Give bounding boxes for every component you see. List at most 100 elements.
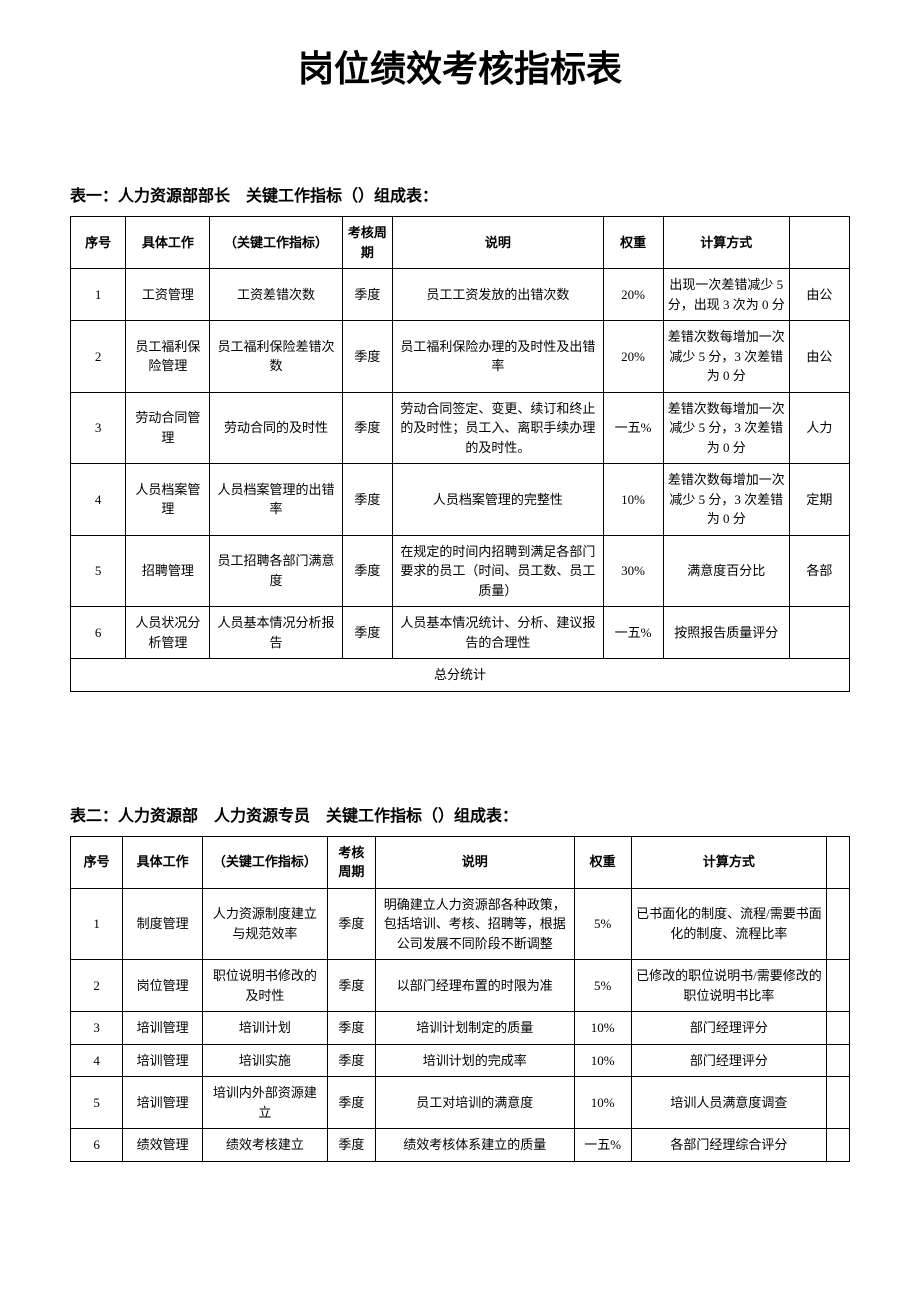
cell-calc: 各部门经理综合评分 bbox=[631, 1129, 827, 1162]
cell-extra: 由公 bbox=[789, 269, 849, 321]
cell-seq: 3 bbox=[71, 392, 126, 464]
table1: 序号 具体工作 （关键工作指标） 考核周期 说明 权重 计算方式 1 工资管理 … bbox=[70, 216, 850, 692]
cell-seq: 1 bbox=[71, 269, 126, 321]
cell-calc: 部门经理评分 bbox=[631, 1044, 827, 1077]
cell-work: 培训管理 bbox=[123, 1077, 203, 1129]
cell-weight: 一五% bbox=[603, 607, 663, 659]
cell-period: 季度 bbox=[342, 464, 392, 536]
col-header-work: 具体工作 bbox=[126, 217, 210, 269]
col-header-extra bbox=[827, 836, 850, 888]
cell-extra bbox=[827, 960, 850, 1012]
table1-header-row: 序号 具体工作 （关键工作指标） 考核周期 说明 权重 计算方式 bbox=[71, 217, 850, 269]
cell-seq: 6 bbox=[71, 607, 126, 659]
cell-seq: 5 bbox=[71, 1077, 123, 1129]
cell-kpi: 绩效考核建立 bbox=[202, 1129, 327, 1162]
table-row: 1 工资管理 工资差错次数 季度 员工工资发放的出错次数 20% 出现一次差错减… bbox=[71, 269, 850, 321]
cell-seq: 1 bbox=[71, 888, 123, 960]
table1-heading: 表一：人力资源部部长 关键工作指标（）组成表： bbox=[70, 182, 850, 206]
cell-extra bbox=[827, 1012, 850, 1045]
col-header-extra bbox=[789, 217, 849, 269]
cell-work: 制度管理 bbox=[123, 888, 203, 960]
table-row: 6 绩效管理 绩效考核建立 季度 绩效考核体系建立的质量 一五% 各部门经理综合… bbox=[71, 1129, 850, 1162]
cell-seq: 5 bbox=[71, 535, 126, 607]
cell-calc: 满意度百分比 bbox=[663, 535, 789, 607]
cell-desc: 培训计划制定的质量 bbox=[375, 1012, 574, 1045]
cell-kpi: 员工招聘各部门满意度 bbox=[210, 535, 342, 607]
table-row: 5 招聘管理 员工招聘各部门满意度 季度 在规定的时间内招聘到满足各部门要求的员… bbox=[71, 535, 850, 607]
cell-seq: 2 bbox=[71, 321, 126, 393]
col-header-weight: 权重 bbox=[603, 217, 663, 269]
col-header-period: 考核周期 bbox=[342, 217, 392, 269]
cell-kpi: 员工福利保险差错次数 bbox=[210, 321, 342, 393]
cell-extra: 人力 bbox=[789, 392, 849, 464]
table2-header-row: 序号 具体工作 （关键工作指标） 考核周期 说明 权重 计算方式 bbox=[71, 836, 850, 888]
cell-calc: 差错次数每增加一次减少 5 分，3 次差错为 0 分 bbox=[663, 392, 789, 464]
cell-seq: 3 bbox=[71, 1012, 123, 1045]
cell-extra bbox=[827, 1077, 850, 1129]
cell-calc: 已修改的职位说明书/需要修改的职位说明书比率 bbox=[631, 960, 827, 1012]
cell-kpi: 培训内外部资源建立 bbox=[202, 1077, 327, 1129]
cell-weight: 一五% bbox=[603, 392, 663, 464]
table-row: 1 制度管理 人力资源制度建立与规范效率 季度 明确建立人力资源部各种政策，包括… bbox=[71, 888, 850, 960]
cell-desc: 劳动合同签定、变更、续订和终止的及时性；员工入、离职手续办理的及时性。 bbox=[393, 392, 603, 464]
col-header-work: 具体工作 bbox=[123, 836, 203, 888]
cell-calc: 出现一次差错减少 5 分，出现 3 次为 0 分 bbox=[663, 269, 789, 321]
cell-kpi: 人员基本情况分析报告 bbox=[210, 607, 342, 659]
cell-desc: 员工工资发放的出错次数 bbox=[393, 269, 603, 321]
col-header-desc: 说明 bbox=[393, 217, 603, 269]
table-row: 5 培训管理 培训内外部资源建立 季度 员工对培训的满意度 10% 培训人员满意… bbox=[71, 1077, 850, 1129]
col-header-period: 考核周期 bbox=[327, 836, 375, 888]
cell-extra bbox=[827, 1129, 850, 1162]
table-row: 4 人员档案管理 人员档案管理的出错率 季度 人员档案管理的完整性 10% 差错… bbox=[71, 464, 850, 536]
cell-work: 培训管理 bbox=[123, 1012, 203, 1045]
col-header-weight: 权重 bbox=[574, 836, 631, 888]
cell-period: 季度 bbox=[327, 1077, 375, 1129]
cell-desc: 在规定的时间内招聘到满足各部门要求的员工（时间、员工数、员工质量） bbox=[393, 535, 603, 607]
table1-total-label: 总分统计 bbox=[71, 659, 850, 692]
cell-kpi: 人员档案管理的出错率 bbox=[210, 464, 342, 536]
cell-weight: 5% bbox=[574, 960, 631, 1012]
cell-kpi: 工资差错次数 bbox=[210, 269, 342, 321]
table-row: 3 劳动合同管理 劳动合同的及时性 季度 劳动合同签定、变更、续订和终止的及时性… bbox=[71, 392, 850, 464]
cell-calc: 已书面化的制度、流程/需要书面化的制度、流程比率 bbox=[631, 888, 827, 960]
cell-extra bbox=[827, 1044, 850, 1077]
table-row: 2 员工福利保险管理 员工福利保险差错次数 季度 员工福利保险办理的及时性及出错… bbox=[71, 321, 850, 393]
cell-weight: 20% bbox=[603, 269, 663, 321]
cell-weight: 10% bbox=[603, 464, 663, 536]
cell-period: 季度 bbox=[342, 321, 392, 393]
cell-kpi: 劳动合同的及时性 bbox=[210, 392, 342, 464]
cell-work: 员工福利保险管理 bbox=[126, 321, 210, 393]
cell-period: 季度 bbox=[327, 888, 375, 960]
col-header-calc: 计算方式 bbox=[663, 217, 789, 269]
table2: 序号 具体工作 （关键工作指标） 考核周期 说明 权重 计算方式 1 制度管理 … bbox=[70, 836, 850, 1162]
table-row: 6 人员状况分析管理 人员基本情况分析报告 季度 人员基本情况统计、分析、建议报… bbox=[71, 607, 850, 659]
cell-work: 劳动合同管理 bbox=[126, 392, 210, 464]
cell-period: 季度 bbox=[327, 1012, 375, 1045]
cell-desc: 培训计划的完成率 bbox=[375, 1044, 574, 1077]
cell-desc: 以部门经理布置的时限为准 bbox=[375, 960, 574, 1012]
cell-period: 季度 bbox=[327, 960, 375, 1012]
cell-kpi: 培训实施 bbox=[202, 1044, 327, 1077]
table-row: 4 培训管理 培训实施 季度 培训计划的完成率 10% 部门经理评分 bbox=[71, 1044, 850, 1077]
cell-weight: 10% bbox=[574, 1044, 631, 1077]
cell-seq: 2 bbox=[71, 960, 123, 1012]
col-header-calc: 计算方式 bbox=[631, 836, 827, 888]
cell-desc: 员工福利保险办理的及时性及出错率 bbox=[393, 321, 603, 393]
cell-work: 招聘管理 bbox=[126, 535, 210, 607]
cell-work: 绩效管理 bbox=[123, 1129, 203, 1162]
cell-seq: 4 bbox=[71, 1044, 123, 1077]
cell-calc: 按照报告质量评分 bbox=[663, 607, 789, 659]
cell-desc: 明确建立人力资源部各种政策，包括培训、考核、招聘等，根据公司发展不同阶段不断调整 bbox=[375, 888, 574, 960]
cell-kpi: 培训计划 bbox=[202, 1012, 327, 1045]
cell-period: 季度 bbox=[342, 607, 392, 659]
cell-desc: 员工对培训的满意度 bbox=[375, 1077, 574, 1129]
section-spacer bbox=[70, 692, 850, 802]
cell-weight: 一五% bbox=[574, 1129, 631, 1162]
cell-calc: 差错次数每增加一次减少 5 分，3 次差错为 0 分 bbox=[663, 321, 789, 393]
cell-kpi: 人力资源制度建立与规范效率 bbox=[202, 888, 327, 960]
cell-calc: 培训人员满意度调查 bbox=[631, 1077, 827, 1129]
table1-total-row: 总分统计 bbox=[71, 659, 850, 692]
cell-extra bbox=[789, 607, 849, 659]
col-header-desc: 说明 bbox=[375, 836, 574, 888]
cell-extra: 定期 bbox=[789, 464, 849, 536]
